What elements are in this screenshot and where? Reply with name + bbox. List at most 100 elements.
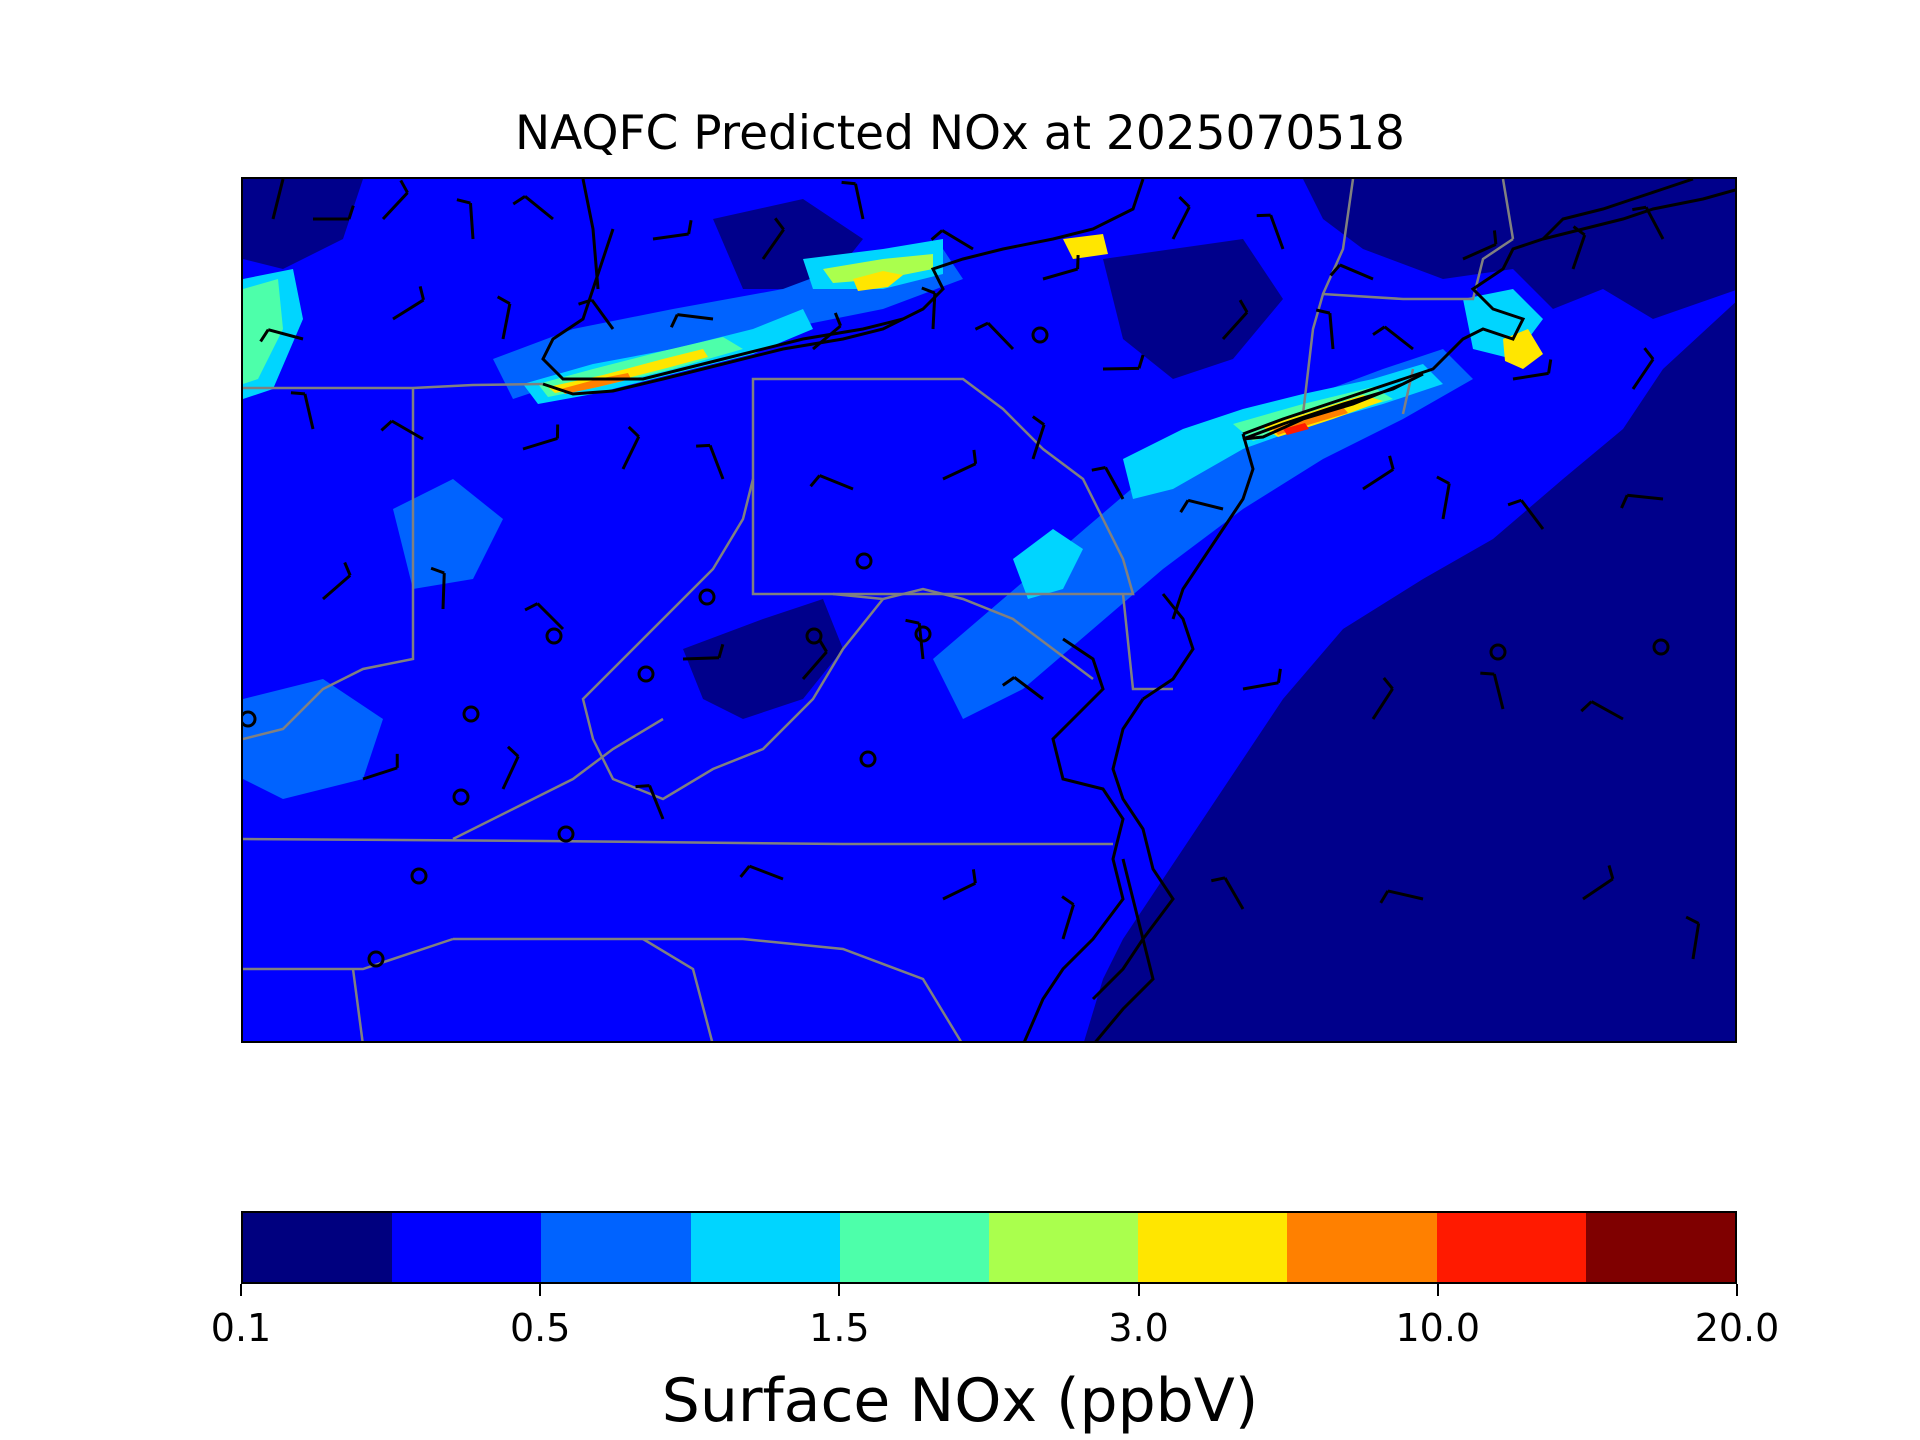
yellow-toronto [853,271,903,291]
coast-chesapeake [1023,637,1125,1041]
wind-barb [1582,864,1615,901]
colorbar-label: Surface NOx (ppbV) [661,1366,1259,1436]
coast-lake-ontario [541,228,904,381]
calm-wind-marker [859,750,877,768]
wind-barb [652,219,693,241]
nox-map [243,179,1735,1041]
state-border-ma [1321,179,1355,295]
medium-blue-ohio [393,479,503,589]
wind-barb [841,180,865,220]
state-border-oh [243,388,415,741]
calm-wind-marker [1489,643,1507,661]
wind-barb [635,784,665,820]
calm-wind-marker [914,625,932,643]
wind-barb [921,286,937,330]
state-border-ny-ct [1301,237,1514,415]
coastlines [271,179,1735,1041]
wind-barb [1221,299,1249,341]
wind-barb [259,328,304,343]
wind-barb [739,864,784,881]
dark-patch-northeast [1303,179,1735,319]
wind-barb [930,229,974,251]
colorbar-tick-label: 10.0 [1395,1306,1481,1350]
calm-wind-marker [545,627,563,645]
lime-toronto [823,254,933,283]
wind-barb [1329,263,1374,281]
coast-lake-michigan [271,179,285,220]
wind-barb [812,312,842,351]
state-border-pa-north [243,382,544,390]
medium-blue-southwest [243,679,383,799]
red-nyc [1283,423,1309,435]
yellow-buffalo [1063,234,1108,259]
wind-barb [1091,466,1125,500]
wind-barb [974,321,1015,351]
wind-barb [1171,195,1191,240]
calm-wind-marker [1031,326,1049,344]
colorbar-tick-label: 3.0 [1108,1306,1169,1350]
wind-barb [1179,498,1224,513]
coast-nj [1171,433,1255,620]
wind-barb [801,639,828,680]
coast-maine [1541,179,1694,241]
coast-lake-huron [581,179,600,290]
wind-barb [942,449,978,481]
wind-barb [761,217,785,260]
wind-barb [1480,671,1505,710]
colorbar-segment-3 [690,1213,840,1282]
colorbar-segment-1 [392,1213,542,1282]
state-border-southwest [351,968,364,1041]
wind-barb [682,643,725,661]
wind-barb [522,424,560,451]
calm-wind-marker [805,627,823,645]
wind-barb [1042,255,1080,281]
wind-barb [1685,915,1701,960]
calm-wind-stations [243,326,1670,968]
calm-wind-marker [637,665,655,683]
wind-barb [1631,347,1655,390]
colorbar-tick-label: 0.5 [509,1306,571,1350]
colorbar-segment-4 [839,1213,990,1282]
wind-barb [1436,475,1451,520]
colorbar-segment-8 [1436,1213,1586,1282]
colorbar-segment-2 [541,1213,691,1282]
atlantic-dark-region [1144,579,1735,1041]
wind-barb [290,391,315,430]
wind-barb [1102,354,1145,371]
wind-barb [1362,455,1395,491]
colorbar-segment-0 [243,1213,393,1282]
dark-patch-ny [1103,239,1283,379]
wind-barbs [259,179,1701,960]
wind-barb [1379,889,1424,904]
calm-wind-marker [557,825,575,843]
coast-long-island [1242,372,1424,441]
wind-barb [1507,498,1545,530]
wind-barb [496,295,512,340]
cyan-dc-baltimore [1013,529,1083,599]
state-border-va [453,937,963,1041]
calm-wind-marker [698,588,716,606]
colorbar-tick-label: 20.0 [1694,1306,1780,1350]
colorbar-tick [1436,1284,1439,1296]
state-border-nh-vt [1501,179,1515,240]
coast-nc-outer-banks [1094,858,1155,1041]
wind-barb [696,443,725,480]
wind-barb [380,419,424,441]
state-border-tn [243,937,454,971]
wind-barb [322,561,352,601]
colorbar-segment-9 [1585,1213,1736,1282]
colorbar-segment-6 [1138,1213,1288,1282]
wind-barb [1256,213,1285,250]
calm-wind-marker [367,950,385,968]
state-border-pa [751,377,1135,596]
wind-barb [1571,225,1587,270]
calm-wind-marker [462,705,480,723]
wind-barb [1371,676,1394,720]
colorbar-tick [240,1284,242,1296]
state-borders [243,179,1515,1041]
wind-barb [1462,230,1498,261]
wind-barb [621,425,641,470]
wind-barb [1001,676,1044,701]
wind-barb [1242,668,1282,691]
wind-barb [392,285,425,321]
